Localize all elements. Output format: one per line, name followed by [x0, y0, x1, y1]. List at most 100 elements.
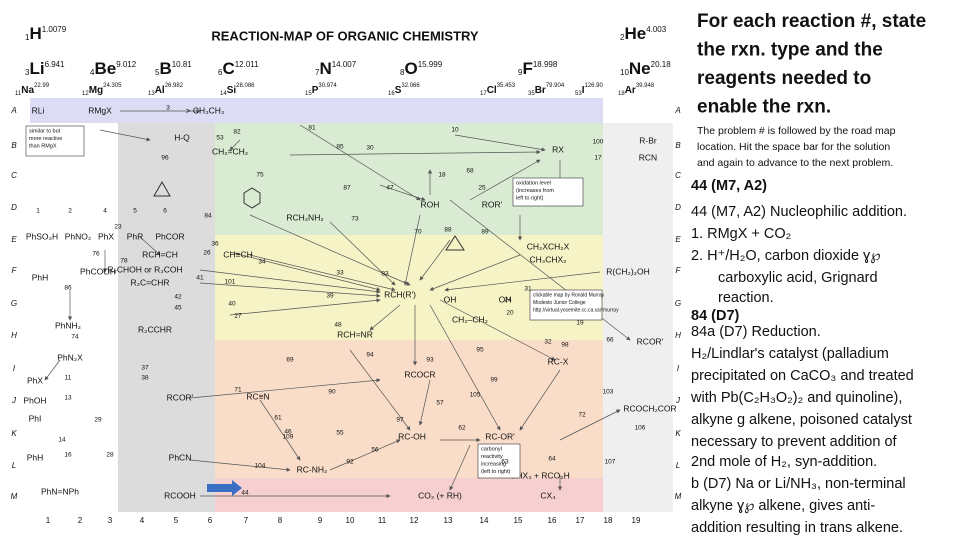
column-label: 9: [318, 516, 323, 525]
reaction-arrow: [418, 379, 431, 426]
row-label: J: [11, 396, 17, 405]
compound: RCOR': [167, 392, 194, 402]
compound: RC-X: [548, 356, 569, 366]
symbol: Cl: [487, 85, 497, 96]
compound: PhX: [98, 231, 114, 241]
element-symbol: 14Si28.086: [220, 83, 255, 97]
reaction-arrow: [444, 271, 601, 292]
reaction-arrow: [439, 299, 556, 361]
symbol: Li: [29, 59, 44, 78]
reaction-number: 98: [561, 342, 569, 349]
row-label: A: [10, 106, 16, 115]
symbol: H: [29, 24, 41, 43]
atomic-mass: 30.974: [318, 83, 337, 89]
compound: RCH(R'): [384, 289, 416, 299]
row-label: L: [676, 461, 680, 470]
column-label: 19: [632, 516, 641, 525]
compound: PhOH: [23, 395, 46, 405]
atomic-mass: 4.003: [646, 25, 667, 34]
reaction-arrow: [199, 269, 381, 294]
atomic-mass: 32.066: [401, 83, 420, 89]
element-symbol: 9F18.998: [518, 59, 558, 78]
answer-line: carboxylic acid, Grignard: [718, 270, 878, 286]
atomic-mass: 39.948: [636, 83, 655, 89]
reaction-arrow: [519, 369, 561, 431]
band-yellow: [215, 235, 603, 340]
note-text: similar to but: [29, 128, 61, 134]
symbol: Ne: [629, 59, 651, 78]
answer-line: 1. RMgX + CO₂: [691, 226, 791, 242]
column-label: 17: [576, 516, 585, 525]
reaction-number: 30: [366, 145, 374, 152]
row-label: K: [675, 429, 681, 438]
reaction-number: 101: [225, 279, 236, 286]
reaction-arrow: [229, 251, 381, 292]
column-label: 14: [480, 516, 489, 525]
answer-line: 84 (D7): [691, 308, 740, 324]
reaction-number: 36: [211, 241, 219, 248]
symbol: Br: [535, 85, 546, 96]
row-label: I: [13, 364, 16, 373]
row-label: H: [675, 331, 681, 340]
atomic-number: 10: [620, 68, 629, 77]
compound: RCH₂NH₂: [286, 212, 323, 222]
atomic-number: 8: [400, 68, 405, 77]
reaction-number: 24: [504, 297, 512, 304]
reaction-number: 89: [481, 229, 489, 236]
reaction-number: 81: [308, 125, 316, 132]
answer-line: H₂/Lindlar's catalyst (palladium: [691, 346, 889, 362]
reaction-number: 72: [578, 412, 586, 419]
reaction-number: 40: [228, 301, 236, 308]
reaction-number: 17: [594, 155, 602, 162]
element-symbol: 13Al26.982: [148, 83, 184, 97]
reaction-number: 96: [161, 155, 169, 162]
reaction-arrow: [199, 282, 381, 298]
reaction-number: 103: [603, 389, 614, 396]
compound: PhR: [127, 231, 144, 241]
answer-line: 2nd mole of H₂, syn-addition.: [691, 454, 877, 470]
instruction-line: location. Hit the space bar for the solu…: [697, 141, 890, 153]
reaction-number: 107: [605, 459, 616, 466]
note-text: increasing: [481, 461, 506, 467]
reaction-map: REACTION-MAP OF ORGANIC CHEMISTRY 1H1.00…: [10, 24, 681, 525]
reaction-number: 46: [284, 429, 292, 436]
reaction-number: 5: [133, 208, 137, 215]
reaction-number: 6: [163, 208, 167, 215]
reaction-number: 84: [204, 213, 212, 220]
reaction-arrow: [379, 184, 426, 201]
reaction-number: 41: [196, 275, 204, 282]
reaction-number: 11: [65, 375, 72, 382]
reaction-number: 16: [64, 452, 72, 459]
column-label: 15: [514, 516, 523, 525]
compound: RCOOH: [164, 490, 196, 500]
symbol: P: [312, 85, 319, 96]
reaction-arrow: [139, 236, 161, 256]
column-label: 18: [604, 516, 613, 525]
answer-line: addition resulting in trans alkene.: [691, 520, 903, 536]
row-label: I: [677, 364, 680, 373]
compound: CO₂ (+ RH): [418, 490, 462, 500]
atomic-number: 14: [220, 91, 227, 97]
note-text: oxidation level: [516, 180, 551, 186]
compound: RCN: [639, 152, 657, 162]
heading-line: reagents needed to: [697, 68, 871, 89]
answer-line: precipitated on CaCO₃ and treated: [691, 368, 914, 384]
row-label: M: [11, 492, 18, 501]
column-label: 3: [108, 516, 113, 525]
compound: PhH: [27, 452, 44, 462]
note-text: clickable map by Ronald Murray: [533, 292, 605, 298]
row-label: B: [11, 141, 17, 150]
compound: OH: [444, 294, 457, 304]
atomic-number: 5: [155, 68, 160, 77]
reaction-arrow: [349, 349, 411, 431]
compound: PhI: [29, 413, 42, 423]
reaction-number: 20: [506, 310, 514, 317]
compound: RCH=CH: [142, 249, 178, 259]
reaction-number: 56: [371, 447, 379, 454]
compound: CH₂XCH₂X: [527, 241, 570, 251]
reaction-arrow: [189, 459, 291, 472]
reaction-number: 94: [366, 352, 374, 359]
reaction-number: 87: [343, 185, 351, 192]
reaction-number: 37: [141, 365, 149, 372]
cyclopropane: [153, 180, 171, 197]
